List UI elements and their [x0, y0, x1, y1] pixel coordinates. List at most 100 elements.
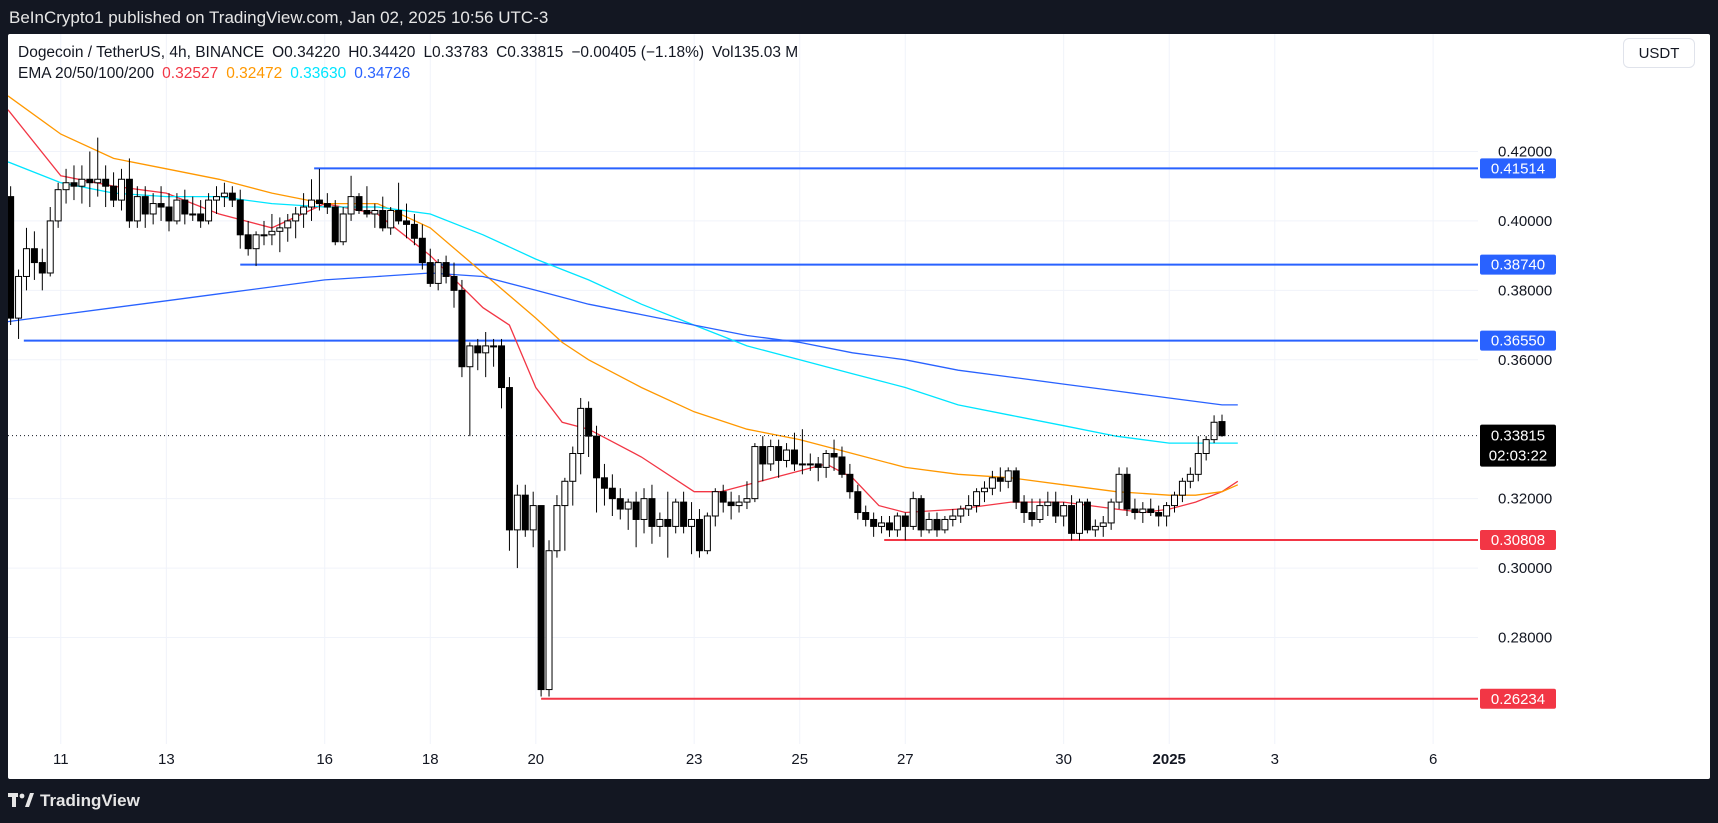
candle-body-down: [157, 203, 165, 208]
candle-body-down: [395, 210, 403, 222]
candle-body-up: [1139, 508, 1147, 514]
candle-body-down: [608, 487, 616, 500]
candle-body-up: [878, 522, 886, 527]
candle-body-down: [418, 237, 426, 264]
candle-body-down: [1052, 501, 1060, 517]
candle-body-up: [640, 498, 648, 520]
low-value: L0.33783: [423, 44, 489, 61]
candle-body-up: [767, 446, 775, 465]
candle-body-down: [1028, 512, 1036, 520]
x-tick-label: 2025: [1153, 751, 1186, 768]
candle-body-down: [664, 518, 672, 527]
tradingview-logo[interactable]: TradingView: [8, 791, 140, 811]
candle-body-up: [569, 453, 577, 482]
open-value: O0.34220: [272, 44, 341, 61]
resistance-level-label: 0.36550: [1491, 333, 1545, 350]
candle-body-down: [632, 501, 640, 520]
candle-body-up: [490, 345, 498, 348]
x-tick-label: 16: [316, 751, 333, 768]
candle-body-down: [323, 203, 331, 208]
candle-body-down: [585, 407, 593, 437]
candle-body-down: [70, 182, 78, 187]
candle-body-up: [300, 206, 308, 215]
candle-body-down: [474, 345, 482, 354]
ema200-value: 0.34726: [354, 65, 411, 82]
candle-body-up: [276, 227, 284, 232]
candle-body-up: [205, 199, 213, 222]
candle-body-up: [371, 210, 379, 215]
candle-body-down: [8, 196, 15, 319]
candle-body-up: [1186, 473, 1194, 482]
candle-body-down: [537, 505, 545, 691]
candle-body-up: [957, 508, 965, 517]
ema-lines: [8, 95, 1239, 514]
ema20-value: 0.32527: [162, 65, 219, 82]
candle-body-down: [165, 206, 173, 222]
candle-body-up: [292, 213, 300, 222]
candle-body-down: [363, 210, 371, 215]
currency-button[interactable]: USDT: [1623, 38, 1695, 68]
support-level-tag: [1480, 530, 1556, 551]
candle-body-up: [711, 491, 719, 517]
candle-body-up: [949, 515, 957, 520]
candle-body-up: [54, 189, 62, 222]
candle-body-up: [577, 407, 585, 455]
candle-body-up: [783, 449, 791, 461]
candle-body-up: [347, 196, 355, 215]
x-tick-label: 6: [1429, 751, 1437, 768]
y-tick-label: 0.36000: [1498, 352, 1552, 369]
horizontal-levels: [23, 167, 1478, 700]
candle-body-down: [355, 196, 363, 212]
candle-body-down: [1020, 501, 1028, 514]
candle-body-down: [1155, 512, 1163, 517]
candle-body-up: [980, 487, 988, 493]
candle-body-down: [1123, 473, 1131, 510]
candle-body-up: [822, 453, 830, 468]
candle-body-down: [1147, 508, 1155, 514]
candle-body-up: [656, 518, 664, 527]
candle-body-down: [680, 501, 688, 527]
ema100-value: 0.33630: [290, 65, 347, 82]
candles: [8, 137, 1226, 697]
candle-body-up: [62, 182, 70, 191]
candle-body-up: [1178, 480, 1186, 496]
candle-body-up: [1099, 522, 1107, 527]
candle-body-up: [1044, 501, 1052, 507]
tradingview-brand: TradingView: [40, 791, 140, 810]
candle-body-down: [498, 345, 506, 389]
candlestick-chart[interactable]: 0.42000 0.40000 0.38000 0.36000 0.32000 0.300…: [8, 34, 1710, 779]
candle-body-down: [315, 199, 323, 205]
chart-panel[interactable]: 0.42000 0.40000 0.38000 0.36000 0.32000 0.300…: [8, 34, 1710, 779]
candle-body-up: [806, 463, 814, 466]
candle-body-down: [814, 463, 822, 468]
candle-body-down: [1012, 470, 1020, 503]
candle-body-up: [1194, 453, 1202, 475]
x-tick-label: 30: [1055, 751, 1072, 768]
candle-body-down: [30, 248, 38, 264]
candle-body-down: [141, 196, 149, 215]
chart-legend: Dogecoin / TetherUS, 4h, BINANCE O0.3422…: [18, 42, 798, 84]
ema-label[interactable]: EMA 20/50/100/200: [18, 65, 155, 82]
x-tick-label: 3: [1271, 751, 1279, 768]
candle-body-up: [268, 230, 276, 236]
candle-body-up: [434, 262, 442, 284]
candle-body-up: [941, 518, 949, 531]
candle-body-up: [308, 199, 316, 208]
candle-body-down: [917, 498, 925, 531]
candle-body-up: [893, 515, 901, 531]
price-axis: 0.42000 0.40000 0.38000 0.36000 0.32000 0.300…: [1480, 143, 1556, 709]
x-tick-label: 18: [422, 751, 439, 768]
x-tick-label: 13: [158, 751, 175, 768]
high-value: H0.34420: [348, 44, 416, 61]
candle-body-up: [1091, 525, 1099, 531]
x-tick-label: 11: [53, 751, 69, 768]
candle-body-down: [933, 518, 941, 531]
candle-body-up: [1075, 501, 1083, 534]
candle-body-down: [521, 494, 529, 531]
published-banner: BeInCrypto1 published on TradingView.com…: [0, 0, 1718, 34]
candle-body-up: [15, 275, 23, 319]
candle-body-up: [1163, 505, 1171, 517]
symbol-label[interactable]: Dogecoin / TetherUS, 4h, BINANCE: [18, 44, 265, 61]
candle-body-down: [505, 387, 513, 531]
candle-body-up: [22, 248, 30, 277]
